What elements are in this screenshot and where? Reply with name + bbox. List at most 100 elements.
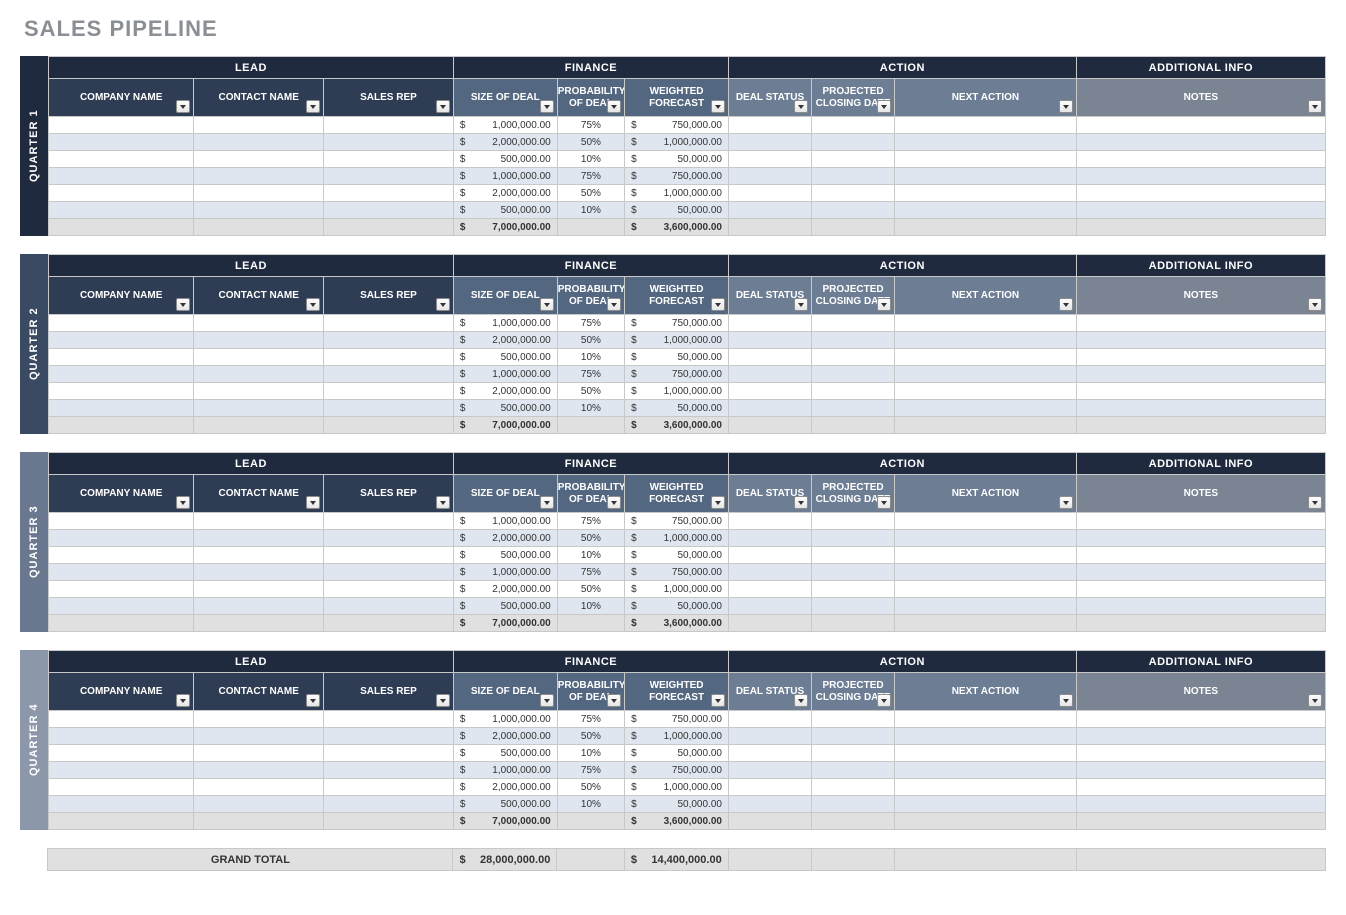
filter-dropdown-icon[interactable] bbox=[877, 100, 891, 113]
table-row[interactable]: $500,000.0010%$50,000.00 bbox=[49, 547, 1326, 564]
column-header-closing[interactable]: PROJECTED CLOSING DATE bbox=[812, 475, 895, 513]
filter-dropdown-icon[interactable] bbox=[794, 298, 808, 311]
column-header-closing[interactable]: PROJECTED CLOSING DATE bbox=[812, 79, 895, 117]
column-header-size[interactable]: SIZE OF DEAL bbox=[453, 475, 557, 513]
column-header-prob[interactable]: PROBABILITY OF DEAL bbox=[557, 475, 624, 513]
table-row[interactable]: $1,000,000.0075%$750,000.00 bbox=[49, 366, 1326, 383]
table-row[interactable]: $1,000,000.0075%$750,000.00 bbox=[49, 117, 1326, 134]
filter-dropdown-icon[interactable] bbox=[794, 100, 808, 113]
column-header-company[interactable]: COMPANY NAME bbox=[49, 277, 194, 315]
filter-dropdown-icon[interactable] bbox=[711, 298, 725, 311]
filter-dropdown-icon[interactable] bbox=[877, 694, 891, 707]
filter-dropdown-icon[interactable] bbox=[436, 100, 450, 113]
column-header-next[interactable]: NEXT ACTION bbox=[895, 475, 1077, 513]
table-row[interactable]: $1,000,000.0075%$750,000.00 bbox=[49, 168, 1326, 185]
filter-dropdown-icon[interactable] bbox=[877, 496, 891, 509]
column-header-notes[interactable]: NOTES bbox=[1076, 673, 1325, 711]
filter-dropdown-icon[interactable] bbox=[1059, 694, 1073, 707]
column-header-notes[interactable]: NOTES bbox=[1076, 79, 1325, 117]
column-header-status[interactable]: DEAL STATUS bbox=[728, 475, 811, 513]
filter-dropdown-icon[interactable] bbox=[540, 694, 554, 707]
column-header-next[interactable]: NEXT ACTION bbox=[895, 277, 1077, 315]
column-header-prob[interactable]: PROBABILITY OF DEAL bbox=[557, 79, 624, 117]
table-row[interactable]: $2,000,000.0050%$1,000,000.00 bbox=[49, 185, 1326, 202]
column-header-forecast[interactable]: WEIGHTED FORECAST bbox=[625, 475, 729, 513]
filter-dropdown-icon[interactable] bbox=[1059, 100, 1073, 113]
column-header-size[interactable]: SIZE OF DEAL bbox=[453, 673, 557, 711]
filter-dropdown-icon[interactable] bbox=[540, 496, 554, 509]
table-row[interactable]: $1,000,000.0075%$750,000.00 bbox=[49, 315, 1326, 332]
table-row[interactable]: $500,000.0010%$50,000.00 bbox=[49, 202, 1326, 219]
column-header-company[interactable]: COMPANY NAME bbox=[49, 79, 194, 117]
table-row[interactable]: $2,000,000.0050%$1,000,000.00 bbox=[49, 134, 1326, 151]
column-header-notes[interactable]: NOTES bbox=[1076, 277, 1325, 315]
column-header-forecast[interactable]: WEIGHTED FORECAST bbox=[625, 79, 729, 117]
table-row[interactable]: $2,000,000.0050%$1,000,000.00 bbox=[49, 581, 1326, 598]
filter-dropdown-icon[interactable] bbox=[176, 100, 190, 113]
filter-dropdown-icon[interactable] bbox=[306, 100, 320, 113]
filter-dropdown-icon[interactable] bbox=[1308, 694, 1322, 707]
table-row[interactable]: $1,000,000.0075%$750,000.00 bbox=[49, 564, 1326, 581]
filter-dropdown-icon[interactable] bbox=[607, 298, 621, 311]
filter-dropdown-icon[interactable] bbox=[607, 100, 621, 113]
column-header-contact[interactable]: CONTACT NAME bbox=[194, 673, 324, 711]
table-row[interactable]: $2,000,000.0050%$1,000,000.00 bbox=[49, 779, 1326, 796]
filter-dropdown-icon[interactable] bbox=[540, 100, 554, 113]
filter-dropdown-icon[interactable] bbox=[436, 694, 450, 707]
filter-dropdown-icon[interactable] bbox=[436, 298, 450, 311]
column-header-status[interactable]: DEAL STATUS bbox=[728, 673, 811, 711]
filter-dropdown-icon[interactable] bbox=[607, 694, 621, 707]
filter-dropdown-icon[interactable] bbox=[306, 496, 320, 509]
filter-dropdown-icon[interactable] bbox=[711, 496, 725, 509]
table-row[interactable]: $2,000,000.0050%$1,000,000.00 bbox=[49, 332, 1326, 349]
filter-dropdown-icon[interactable] bbox=[176, 298, 190, 311]
table-row[interactable]: $500,000.0010%$50,000.00 bbox=[49, 400, 1326, 417]
table-row[interactable]: $500,000.0010%$50,000.00 bbox=[49, 151, 1326, 168]
filter-dropdown-icon[interactable] bbox=[711, 694, 725, 707]
column-header-status[interactable]: DEAL STATUS bbox=[728, 79, 811, 117]
filter-dropdown-icon[interactable] bbox=[1308, 298, 1322, 311]
column-header-contact[interactable]: CONTACT NAME bbox=[194, 79, 324, 117]
filter-dropdown-icon[interactable] bbox=[1059, 298, 1073, 311]
table-row[interactable]: $500,000.0010%$50,000.00 bbox=[49, 745, 1326, 762]
column-header-rep[interactable]: SALES REP bbox=[324, 277, 454, 315]
table-row[interactable]: $2,000,000.0050%$1,000,000.00 bbox=[49, 530, 1326, 547]
column-header-contact[interactable]: CONTACT NAME bbox=[194, 475, 324, 513]
filter-dropdown-icon[interactable] bbox=[176, 496, 190, 509]
column-header-status[interactable]: DEAL STATUS bbox=[728, 277, 811, 315]
column-header-next[interactable]: NEXT ACTION bbox=[895, 79, 1077, 117]
column-header-rep[interactable]: SALES REP bbox=[324, 79, 454, 117]
filter-dropdown-icon[interactable] bbox=[306, 694, 320, 707]
table-row[interactable]: $1,000,000.0075%$750,000.00 bbox=[49, 711, 1326, 728]
table-row[interactable]: $500,000.0010%$50,000.00 bbox=[49, 796, 1326, 813]
column-header-prob[interactable]: PROBABILITY OF DEAL bbox=[557, 673, 624, 711]
column-header-size[interactable]: SIZE OF DEAL bbox=[453, 79, 557, 117]
table-row[interactable]: $1,000,000.0075%$750,000.00 bbox=[49, 762, 1326, 779]
column-header-next[interactable]: NEXT ACTION bbox=[895, 673, 1077, 711]
filter-dropdown-icon[interactable] bbox=[436, 496, 450, 509]
column-header-company[interactable]: COMPANY NAME bbox=[49, 673, 194, 711]
filter-dropdown-icon[interactable] bbox=[1308, 100, 1322, 113]
filter-dropdown-icon[interactable] bbox=[877, 298, 891, 311]
filter-dropdown-icon[interactable] bbox=[1059, 496, 1073, 509]
column-header-notes[interactable]: NOTES bbox=[1076, 475, 1325, 513]
table-row[interactable]: $2,000,000.0050%$1,000,000.00 bbox=[49, 383, 1326, 400]
column-header-company[interactable]: COMPANY NAME bbox=[49, 475, 194, 513]
table-row[interactable]: $500,000.0010%$50,000.00 bbox=[49, 349, 1326, 366]
column-header-size[interactable]: SIZE OF DEAL bbox=[453, 277, 557, 315]
column-header-forecast[interactable]: WEIGHTED FORECAST bbox=[625, 277, 729, 315]
table-row[interactable]: $1,000,000.0075%$750,000.00 bbox=[49, 513, 1326, 530]
filter-dropdown-icon[interactable] bbox=[607, 496, 621, 509]
column-header-rep[interactable]: SALES REP bbox=[324, 475, 454, 513]
column-header-closing[interactable]: PROJECTED CLOSING DATE bbox=[812, 673, 895, 711]
column-header-prob[interactable]: PROBABILITY OF DEAL bbox=[557, 277, 624, 315]
filter-dropdown-icon[interactable] bbox=[1308, 496, 1322, 509]
column-header-rep[interactable]: SALES REP bbox=[324, 673, 454, 711]
table-row[interactable]: $500,000.0010%$50,000.00 bbox=[49, 598, 1326, 615]
table-row[interactable]: $2,000,000.0050%$1,000,000.00 bbox=[49, 728, 1326, 745]
filter-dropdown-icon[interactable] bbox=[540, 298, 554, 311]
filter-dropdown-icon[interactable] bbox=[176, 694, 190, 707]
column-header-closing[interactable]: PROJECTED CLOSING DATE bbox=[812, 277, 895, 315]
column-header-contact[interactable]: CONTACT NAME bbox=[194, 277, 324, 315]
filter-dropdown-icon[interactable] bbox=[306, 298, 320, 311]
